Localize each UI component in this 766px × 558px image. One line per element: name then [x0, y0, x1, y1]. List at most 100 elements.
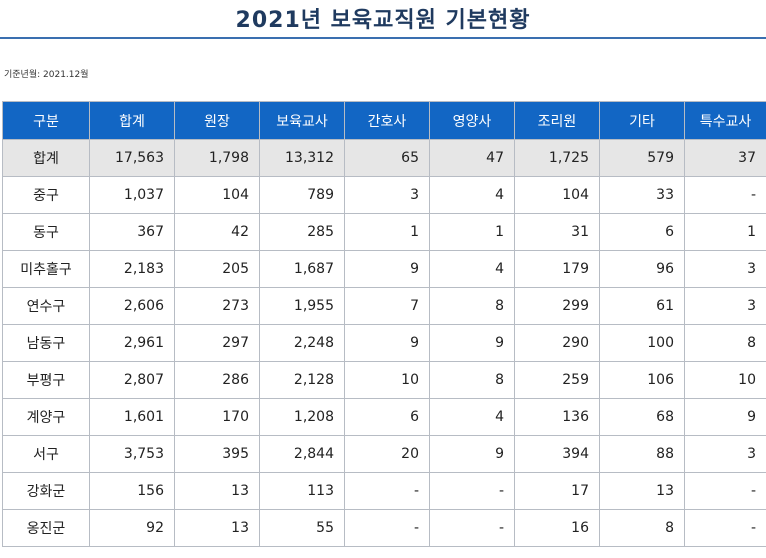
table-cell: 3,753 [89, 435, 175, 473]
table-cell: 2,606 [89, 287, 175, 325]
table-cell: 8 [684, 324, 766, 362]
table-cell: 3 [684, 435, 766, 473]
column-header: 특수교사 [684, 101, 766, 140]
table-cell: 3 [344, 176, 430, 214]
table-cell: 33 [599, 176, 685, 214]
table-row: 연수구 2,606 273 1,955 7 8 299 61 3 [2, 287, 766, 325]
table-cell: 579 [599, 139, 685, 177]
table-cell: 16 [514, 509, 600, 547]
table-cell: 104 [174, 176, 260, 214]
table-cell: 259 [514, 361, 600, 399]
table-cell: 4 [429, 398, 515, 436]
table-cell: 9 [344, 324, 430, 362]
table-row: 중구 1,037 104 789 3 4 104 33 - [2, 176, 766, 214]
table-cell: 1 [344, 213, 430, 251]
table-cell: 2,961 [89, 324, 175, 362]
table-cell: 88 [599, 435, 685, 473]
table-cell: 13,312 [259, 139, 345, 177]
table-cell: 1,687 [259, 250, 345, 288]
table-cell: 47 [429, 139, 515, 177]
base-date-label: 기준년월: 2021.12월 [4, 70, 89, 80]
table-cell: - [429, 472, 515, 510]
table-cell: 113 [259, 472, 345, 510]
title-divider [0, 37, 766, 39]
column-header: 합계 [89, 101, 175, 140]
column-header: 구분 [2, 101, 90, 140]
table-cell: 6 [599, 213, 685, 251]
table-cell: 61 [599, 287, 685, 325]
table-cell: - [684, 509, 766, 547]
table-cell: 297 [174, 324, 260, 362]
table-cell: 100 [599, 324, 685, 362]
table-cell: 156 [89, 472, 175, 510]
table-cell: 37 [684, 139, 766, 177]
table-cell: 20 [344, 435, 430, 473]
table-cell: 179 [514, 250, 600, 288]
table-cell: 17 [514, 472, 600, 510]
table-row: 옹진군 92 13 55 - - 16 8 - [2, 509, 766, 547]
table-cell: - [684, 472, 766, 510]
table-cell: 205 [174, 250, 260, 288]
table-cell: 1,798 [174, 139, 260, 177]
table-cell: - [684, 176, 766, 214]
staff-stats-table: 구분 합계 원장 보육교사 간호사 영양사 조리원 기타 특수교사 합계 17,… [2, 101, 766, 547]
table-total-row: 합계 17,563 1,798 13,312 65 47 1,725 579 3… [2, 139, 766, 177]
table-cell: 4 [429, 250, 515, 288]
table-cell-region: 강화군 [2, 472, 90, 510]
table-cell: 367 [89, 213, 175, 251]
table-cell: 395 [174, 435, 260, 473]
table-cell-region: 합계 [2, 139, 90, 177]
table-row: 부평구 2,807 286 2,128 10 8 259 106 10 [2, 361, 766, 399]
table-cell: 2,844 [259, 435, 345, 473]
table-cell: 1,955 [259, 287, 345, 325]
column-header: 간호사 [344, 101, 430, 140]
table-cell: - [344, 472, 430, 510]
table-cell: 2,128 [259, 361, 345, 399]
table-cell: 9 [344, 250, 430, 288]
column-header: 기타 [599, 101, 685, 140]
table-cell-region: 부평구 [2, 361, 90, 399]
table-cell: 2,807 [89, 361, 175, 399]
table-cell: 285 [259, 213, 345, 251]
table-cell: 4 [429, 176, 515, 214]
column-header: 영양사 [429, 101, 515, 140]
table-cell: 3 [684, 287, 766, 325]
table-cell: 286 [174, 361, 260, 399]
table-cell: 13 [174, 472, 260, 510]
table-cell: 9 [429, 435, 515, 473]
table-cell: 6 [344, 398, 430, 436]
table-cell: 1 [684, 213, 766, 251]
table-row: 남동구 2,961 297 2,248 9 9 290 100 8 [2, 324, 766, 362]
table-cell: 9 [684, 398, 766, 436]
table-cell: - [429, 509, 515, 547]
table-cell: 65 [344, 139, 430, 177]
table-cell-region: 미추홀구 [2, 250, 90, 288]
table-cell: 92 [89, 509, 175, 547]
table-cell: 2,248 [259, 324, 345, 362]
table-cell: 1,725 [514, 139, 600, 177]
table-cell: 106 [599, 361, 685, 399]
table-row: 서구 3,753 395 2,844 20 9 394 88 3 [2, 435, 766, 473]
table-cell: 8 [429, 361, 515, 399]
table-cell: 1,037 [89, 176, 175, 214]
table-cell: 68 [599, 398, 685, 436]
table-header-row: 구분 합계 원장 보육교사 간호사 영양사 조리원 기타 특수교사 [2, 101, 766, 140]
column-header: 보육교사 [259, 101, 345, 140]
table-cell: 9 [429, 324, 515, 362]
table-row: 동구 367 42 285 1 1 31 6 1 [2, 213, 766, 251]
table-cell: 1,601 [89, 398, 175, 436]
table-cell: 96 [599, 250, 685, 288]
table-cell: 1,208 [259, 398, 345, 436]
table-cell: 8 [599, 509, 685, 547]
page-title: 2021년 보육교직원 기본현황 [235, 8, 531, 33]
table-row: 강화군 156 13 113 - - 17 13 - [2, 472, 766, 510]
table-cell: 170 [174, 398, 260, 436]
table-cell: 17,563 [89, 139, 175, 177]
table-cell: 10 [344, 361, 430, 399]
table-cell-region: 서구 [2, 435, 90, 473]
table-cell: - [344, 509, 430, 547]
table-cell: 13 [174, 509, 260, 547]
table-cell-region: 옹진군 [2, 509, 90, 547]
table-cell: 290 [514, 324, 600, 362]
table-cell-region: 계양구 [2, 398, 90, 436]
